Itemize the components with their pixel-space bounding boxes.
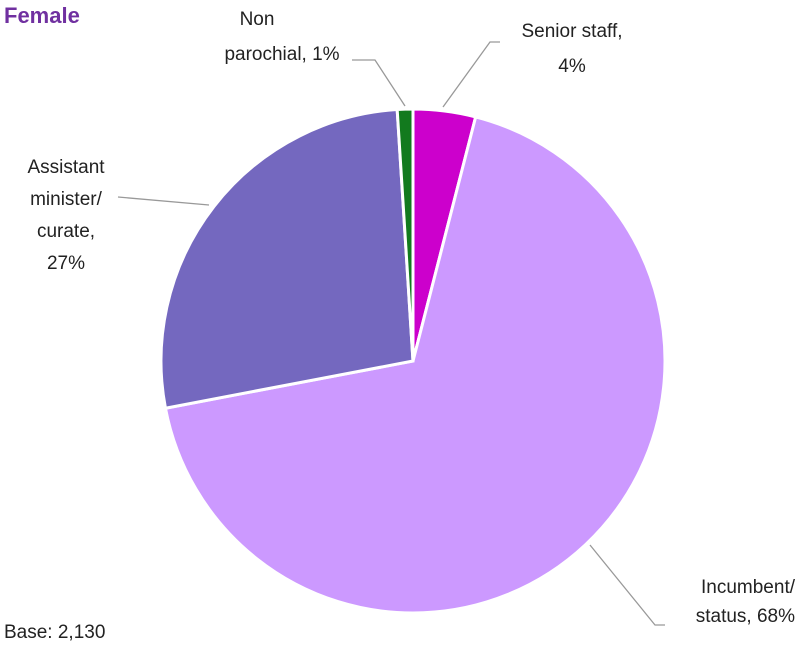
data-label: Non [240,9,275,30]
data-label: minister/ [30,189,103,210]
data-label: curate, [37,221,95,242]
data-label: 27% [47,253,85,274]
leader-line [589,544,665,626]
leader-line [442,41,500,108]
data-label: Incumbent/ [701,577,796,598]
data-label: 4% [558,56,586,77]
pie-slice [159,107,415,410]
data-label: Assistant [27,157,105,178]
base-note: Base: 2,130 [4,622,105,643]
leader-line [117,196,210,206]
data-label: status, 68% [696,606,795,627]
chart-title: Female [4,3,80,28]
data-label: Senior staff, [521,21,622,42]
pie-slice [163,115,667,615]
leader-line [352,59,406,107]
data-label: parochial, 1% [224,44,339,65]
pie-slice [395,107,415,362]
